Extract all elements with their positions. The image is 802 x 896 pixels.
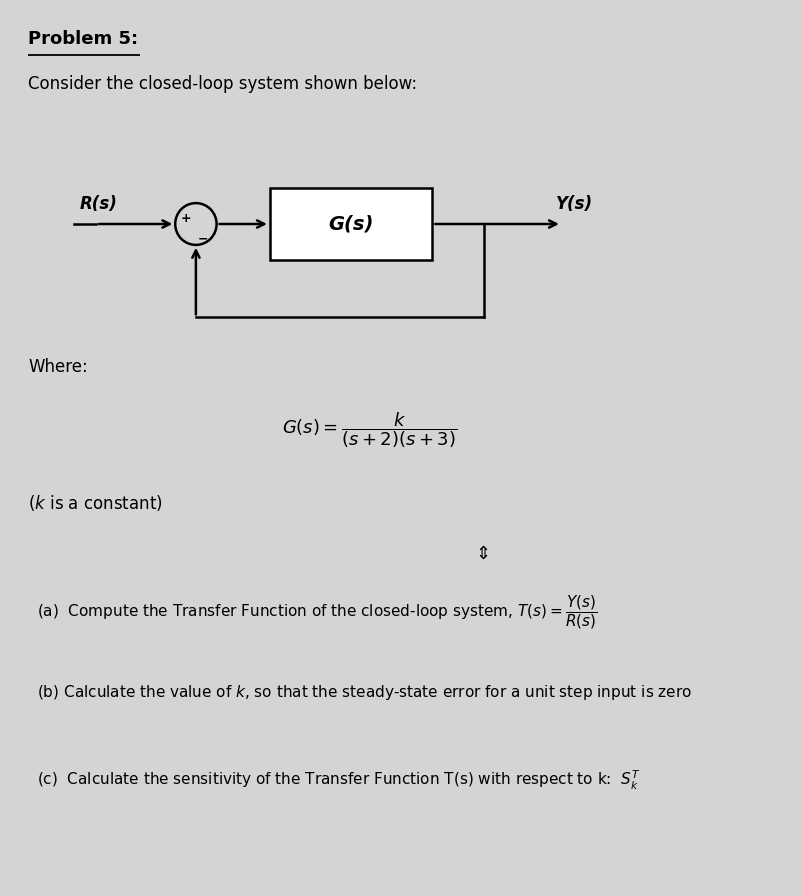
Text: R(s): R(s) <box>79 194 118 213</box>
Text: Consider the closed-loop system shown below:: Consider the closed-loop system shown be… <box>28 74 417 92</box>
Text: Where:: Where: <box>28 358 87 376</box>
Text: G(s): G(s) <box>328 214 374 234</box>
Text: +: + <box>180 211 192 225</box>
Text: $\Updownarrow$: $\Updownarrow$ <box>472 545 488 563</box>
Text: Y(s): Y(s) <box>555 194 593 213</box>
Text: (a)  Compute the Transfer Function of the closed-loop system, $T(s) = \dfrac{Y(s: (a) Compute the Transfer Function of the… <box>37 594 597 632</box>
Text: −: − <box>198 232 209 246</box>
Text: $G(s) = \dfrac{k}{(s + 2)(s + 3)}$: $G(s) = \dfrac{k}{(s + 2)(s + 3)}$ <box>282 410 457 451</box>
Text: (c)  Calculate the sensitivity of the Transfer Function T(s) with respect to k: : (c) Calculate the sensitivity of the Tra… <box>37 769 640 792</box>
Text: Problem 5:: Problem 5: <box>28 30 138 47</box>
Text: ($k$ is a constant): ($k$ is a constant) <box>28 493 163 513</box>
Bar <box>269 188 432 260</box>
Text: (b) Calculate the value of $k$, so that the steady-state error for a unit step i: (b) Calculate the value of $k$, so that … <box>37 684 691 702</box>
